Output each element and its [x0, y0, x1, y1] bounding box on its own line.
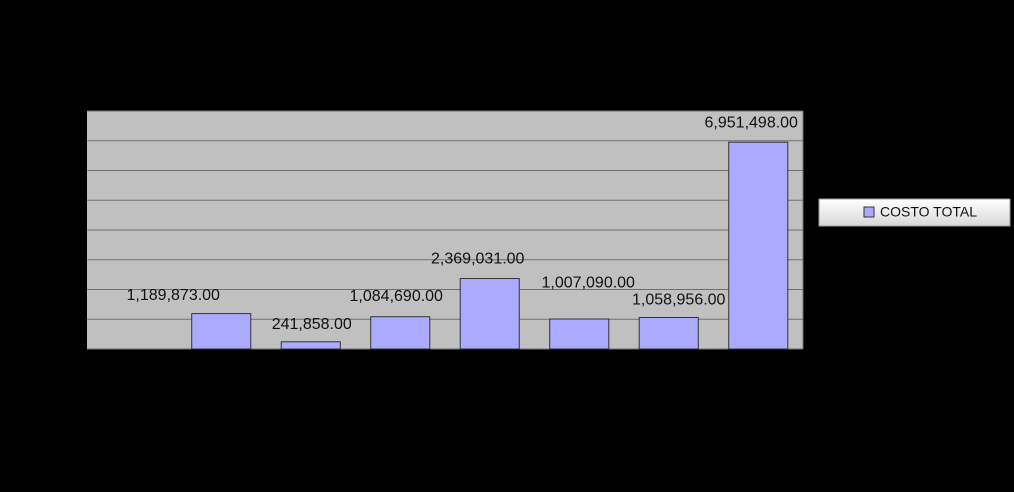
bar	[728, 141, 789, 350]
legend-box	[818, 198, 1011, 227]
data-label: 2,369,031.00	[431, 251, 525, 268]
bar	[280, 341, 341, 350]
bar	[191, 313, 252, 350]
legend: COSTO TOTAL	[818, 198, 1011, 227]
legend-label: COSTO TOTAL	[880, 204, 977, 220]
data-labels: 1,189,873.00 241,858.00 1,084,690.00 2,369,…	[127, 114, 799, 333]
grid	[87, 110, 804, 350]
bars	[191, 141, 789, 350]
data-label: 241,858.00	[272, 316, 352, 333]
bar	[638, 316, 699, 350]
data-label: 6,951,498.00	[705, 114, 799, 131]
bar	[370, 316, 431, 350]
data-label: 1,058,956.00	[632, 292, 726, 309]
bar	[549, 318, 610, 350]
data-label: 1,007,090.00	[542, 274, 636, 291]
data-label: 1,189,873.00	[127, 287, 221, 304]
legend-swatch	[863, 206, 875, 218]
data-label: 1,084,690.00	[350, 288, 444, 305]
bar	[459, 278, 520, 350]
